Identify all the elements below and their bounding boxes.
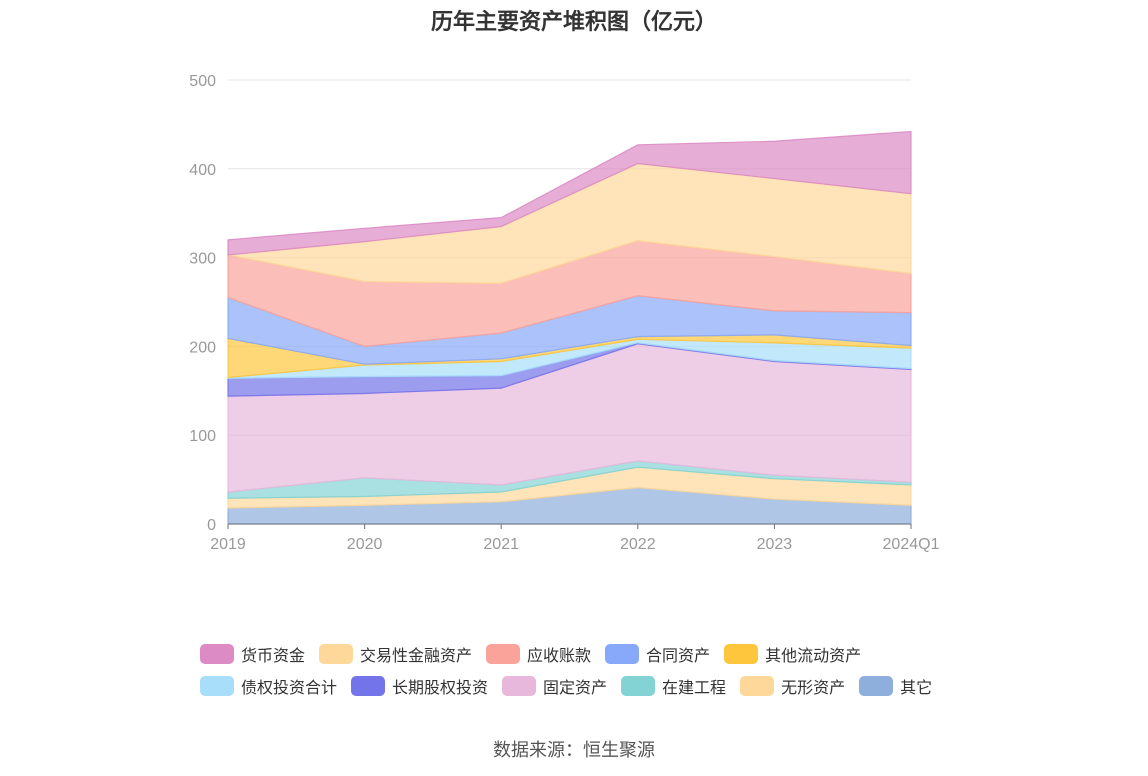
x-tick-label: 2019 (210, 536, 246, 553)
legend: 货币资金 交易性金融资产 应收账款 合同资产 其他流动资产 债权投资合计 长期股权投资 固定… (200, 638, 960, 702)
legend-label: 合同资产 (646, 648, 711, 665)
legend-swatch (859, 676, 894, 696)
x-tick-label: 2024Q1 (883, 536, 940, 553)
legend-swatch (724, 644, 759, 664)
y-tick-label: 500 (189, 73, 216, 90)
y-tick-label: 100 (189, 428, 216, 445)
source-note: 数据来源：恒生聚源 (493, 740, 655, 760)
legend-item[interactable]: 固定资产 (502, 674, 607, 698)
legend-row: 货币资金 交易性金融资产 应收账款 合同资产 其他流动资产 (200, 638, 960, 670)
legend-swatch (486, 644, 521, 664)
legend-item[interactable]: 交易性金融资产 (319, 642, 472, 666)
legend-row: 债权投资合计 长期股权投资 固定资产 在建工程 无形资产 其它 (200, 670, 960, 702)
area-series-10 (227, 130, 912, 256)
legend-item[interactable]: 应收账款 (486, 642, 591, 666)
legend-label: 应收账款 (527, 648, 592, 665)
legend-swatch (502, 676, 537, 696)
legend-label: 其他流动资产 (765, 648, 862, 665)
legend-label: 交易性金融资产 (360, 648, 473, 665)
legend-swatch (200, 644, 234, 664)
y-tick-label: 300 (189, 251, 216, 268)
legend-item[interactable]: 其它 (859, 674, 932, 698)
legend-swatch (351, 676, 386, 696)
y-tick-label: 400 (189, 162, 216, 179)
legend-swatch (621, 676, 656, 696)
legend-swatch (605, 644, 640, 664)
x-tick-label: 2022 (620, 536, 656, 553)
legend-label: 其它 (900, 680, 933, 697)
legend-label: 长期股权投资 (392, 680, 489, 697)
legend-label: 货币资金 (241, 648, 306, 665)
legend-item[interactable]: 债权投资合计 (200, 674, 337, 698)
chart-title: 历年主要资产堆积图（亿元） (430, 9, 717, 34)
legend-swatch (200, 676, 234, 696)
y-tick-label: 200 (189, 339, 216, 356)
legend-label: 债权投资合计 (241, 680, 338, 697)
legend-item[interactable]: 合同资产 (605, 642, 710, 666)
legend-swatch (319, 644, 354, 664)
legend-item[interactable]: 其他流动资产 (724, 642, 861, 666)
y-tick-label: 0 (207, 517, 216, 534)
x-tick-label: 2023 (757, 536, 793, 553)
legend-label: 在建工程 (662, 680, 727, 697)
legend-swatch (740, 676, 775, 696)
x-tick-label: 2020 (347, 536, 383, 553)
legend-item[interactable]: 货币资金 (200, 642, 305, 666)
axis-layer: 0 100 200 300 400 500 2019 2020 2021 2022 2023 2024… (189, 73, 939, 553)
stacked-area-chart: 0 100 200 300 400 500 2019 2020 2021 2022 2023 2024… (189, 73, 939, 553)
legend-item[interactable]: 无形资产 (740, 674, 845, 698)
legend-label: 无形资产 (781, 680, 846, 697)
legend-label: 固定资产 (543, 680, 608, 697)
legend-item[interactable]: 在建工程 (621, 674, 726, 698)
area-layer (227, 130, 912, 525)
legend-item[interactable]: 长期股权投资 (351, 674, 488, 698)
x-tick-label: 2021 (483, 536, 519, 553)
